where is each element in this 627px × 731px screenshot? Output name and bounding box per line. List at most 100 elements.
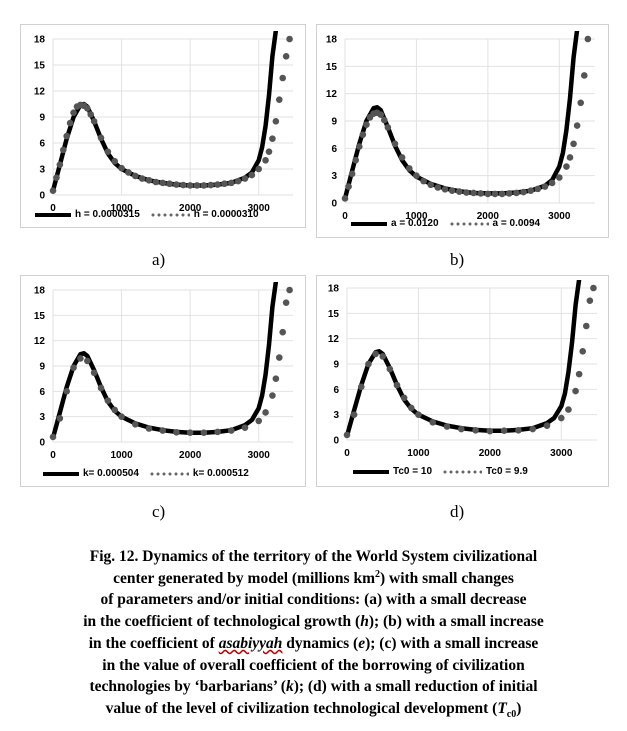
- series-point: [279, 328, 287, 336]
- series-point: [380, 116, 388, 124]
- y-tick-label: 9: [333, 360, 339, 371]
- series-point: [429, 418, 437, 426]
- series-point: [173, 428, 180, 436]
- series-point: [470, 189, 477, 197]
- chart-svg-d: 0 3 6 9 12 15 18 0 1000 2000 3000: [328, 280, 597, 459]
- series-point: [413, 172, 420, 179]
- series-point: [125, 169, 132, 176]
- series-point: [584, 35, 592, 43]
- y-tick-label: 12: [34, 336, 46, 347]
- series-point: [59, 146, 67, 154]
- series-point: [398, 154, 406, 161]
- series-point: [486, 427, 494, 435]
- series-point: [49, 187, 57, 194]
- x-tick-label: 1000: [405, 211, 428, 222]
- series-point: [365, 360, 372, 368]
- series-point: [463, 189, 470, 196]
- series-point: [534, 185, 542, 193]
- x-tick-label: 3000: [248, 203, 271, 214]
- series-point: [131, 420, 139, 428]
- series-point: [104, 148, 112, 155]
- y-tick-label: 6: [333, 385, 339, 396]
- series-point: [455, 188, 463, 195]
- x-tick-label: 0: [50, 203, 56, 214]
- caption-line: of parameters and/or initial conditions:…: [100, 591, 527, 609]
- x-tick-label: 3000: [548, 211, 571, 222]
- series-point: [56, 415, 64, 422]
- legend-b: a = 0.0120 a = 0.0094: [351, 218, 540, 229]
- series-point: [363, 121, 370, 128]
- series-point: [443, 423, 451, 430]
- series-point: [405, 165, 413, 172]
- series-point: [186, 182, 194, 189]
- series-point: [227, 179, 235, 187]
- legend-d: Tc0 = 10 Tc0 = 9.9: [353, 466, 528, 477]
- series-point: [348, 170, 356, 178]
- series-point: [234, 177, 242, 185]
- series-point: [49, 433, 57, 441]
- x-tick-label: 0: [50, 450, 56, 461]
- series-point: [70, 364, 77, 371]
- series-line: [50, 282, 279, 439]
- series-point: [572, 387, 579, 395]
- figure-caption: Fig. 12. Dynamics of the territory of th…: [0, 546, 627, 720]
- y-tick-label: 6: [331, 144, 337, 155]
- series-point: [272, 375, 280, 382]
- y-tick-label: 6: [39, 139, 45, 150]
- series-point: [265, 148, 273, 155]
- y-tick-label: 3: [331, 171, 337, 182]
- legend-series-2: a = 0.0094: [492, 218, 541, 229]
- series-point: [70, 109, 77, 116]
- legend-dots-swatch: [149, 212, 190, 217]
- legend-series-1: k= 0.000504: [83, 468, 139, 479]
- legend-a: h = 0.0000315 h = 0.0000310: [35, 209, 259, 220]
- series-point: [352, 156, 360, 164]
- series-point: [557, 414, 565, 422]
- series-point: [90, 118, 98, 125]
- series-point: [97, 384, 105, 392]
- series-point: [343, 431, 351, 439]
- series-point: [286, 286, 293, 294]
- series-point: [66, 119, 74, 127]
- series-point: [586, 297, 594, 304]
- series-point: [341, 195, 349, 202]
- series-point: [566, 154, 574, 161]
- series-point: [563, 163, 570, 170]
- legend-solid-swatch: [353, 469, 389, 474]
- series-point: [575, 370, 583, 378]
- series-point: [63, 388, 71, 395]
- series-point: [513, 189, 520, 197]
- chart-panel-a: 0 3 6 9 12 15 18 0 1000 2000 3000 h = 0.0000315 h …: [20, 24, 306, 228]
- y-tick-label: 12: [328, 334, 340, 345]
- series-point: [350, 411, 358, 418]
- series-point: [372, 350, 379, 358]
- series-point: [400, 394, 408, 402]
- y-tick-label: 3: [333, 410, 339, 421]
- series-point: [541, 183, 549, 190]
- series-point: [529, 425, 537, 433]
- series-point: [200, 182, 208, 189]
- y-tick-label: 18: [34, 35, 46, 46]
- series-point: [179, 181, 187, 189]
- x-tick-label: 0: [342, 211, 348, 222]
- x-tick-label: 3000: [550, 448, 573, 459]
- legend-series-2: h = 0.0000310: [193, 209, 259, 220]
- panel-label-c: c): [152, 502, 166, 521]
- series-point: [255, 417, 263, 425]
- series-point: [241, 424, 249, 431]
- series-point: [407, 404, 415, 412]
- series-point: [355, 143, 363, 150]
- series-point: [275, 354, 283, 361]
- y-tick-label: 18: [326, 35, 338, 46]
- caption-line: center generated by model (millions km2)…: [113, 568, 514, 587]
- series-point: [214, 181, 221, 188]
- y-tick-label: 0: [39, 438, 45, 449]
- series-point: [379, 353, 387, 360]
- legend-c: k= 0.000504 k= 0.000512: [43, 468, 249, 479]
- y-tick-label: 9: [39, 113, 45, 124]
- series-point: [97, 134, 105, 142]
- series-point: [53, 174, 60, 181]
- series-point: [111, 157, 119, 165]
- series-point: [269, 392, 276, 399]
- series-point: [420, 177, 427, 185]
